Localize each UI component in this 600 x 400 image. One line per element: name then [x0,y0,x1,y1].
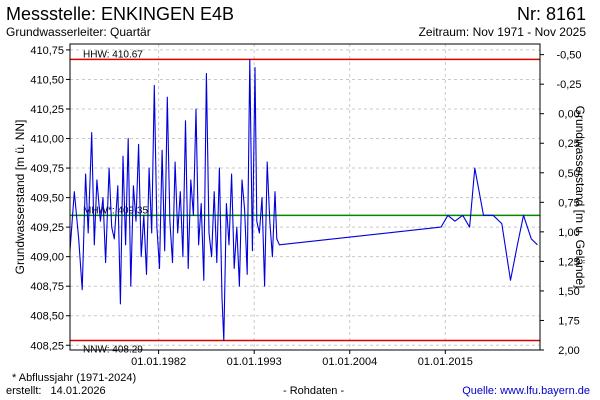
y-tick-label-left: 408,75 [30,281,64,293]
y-tick-label-left: 408,50 [30,311,64,323]
y-tick-label-left: 410,00 [30,134,64,146]
station-number: Nr: 8161 [516,4,586,24]
y-tick-label-left: 410,50 [30,74,64,86]
period-label: Zeitraum: Nov 1971 - Nov 2025 [418,25,586,39]
y-tick-label-right: 0,75 [558,197,579,209]
footnote: * Abflussjahr (1971-2024) [12,372,137,384]
series-line [69,58,538,342]
y-tick-label-right: 0,00 [558,109,579,121]
x-tick-label: 01.01.2004 [322,356,377,368]
y-tick-label-right: 0,25 [558,138,579,150]
y-tick-label-left: 409,25 [30,222,64,234]
x-tick-label: 01.01.1982 [131,356,186,368]
created-date: 14.01.2026 [50,385,106,397]
y-tick-label-left: 409,50 [30,193,64,205]
y-tick-label-right: -0,25 [556,79,581,91]
created-info: erstellt: 14.01.2026 [6,385,106,397]
series-group [69,58,538,342]
x-tick-label: 01.01.2015 [418,356,473,368]
y-tick-label-right: 1,00 [558,227,579,239]
x-axis: 01.01.1982 01.01.1993 01.01.2004 01.01.2015 [131,350,473,368]
y-axis-left-label: Grundwasserstand [m ü. NN] [13,120,27,275]
y-tick-label-left: 408,25 [30,340,64,352]
y-tick-label-left: 409,75 [30,163,64,175]
y-tick-label-left: 410,25 [30,104,64,116]
plot-frame [69,43,541,351]
y-axis-right: -0,50 -0,25 0,00 0,25 0,50 0,75 1,00 1,25 1,50 1,… [540,50,582,357]
y-axis-right-label: Grundwasserstand [m u. Gelände] [573,106,587,289]
aquifer-label: Grundwasserleiter: Quartär [6,25,151,39]
hhw-label: HHW: 410.67 [83,49,143,60]
grid [70,44,540,350]
y-tick-label-right: 1,50 [558,286,579,298]
y-tick-label-right: 1,75 [558,315,579,327]
y-tick-label-left: 409,00 [30,252,64,264]
created-label: erstellt: [6,385,42,397]
y-axis-left: 408,25 408,50 408,75 409,00 409,25 409,50 409,… [30,45,70,352]
x-tick-label: 01.01.1993 [227,356,282,368]
station-title: Messstelle: ENKINGEN E4B [6,4,235,24]
y-tick-label-right: 0,50 [558,168,579,180]
y-tick-label-right: 1,25 [558,256,579,268]
source-link[interactable]: Quelle: www.lfu.bayern.de [462,385,590,397]
raw-data-label: - Rohdaten - [283,385,345,397]
y-tick-label-left: 410,75 [30,45,64,57]
y-tick-label-right: 2,00 [558,345,579,357]
y-tick-label-right: -0,50 [556,50,581,62]
